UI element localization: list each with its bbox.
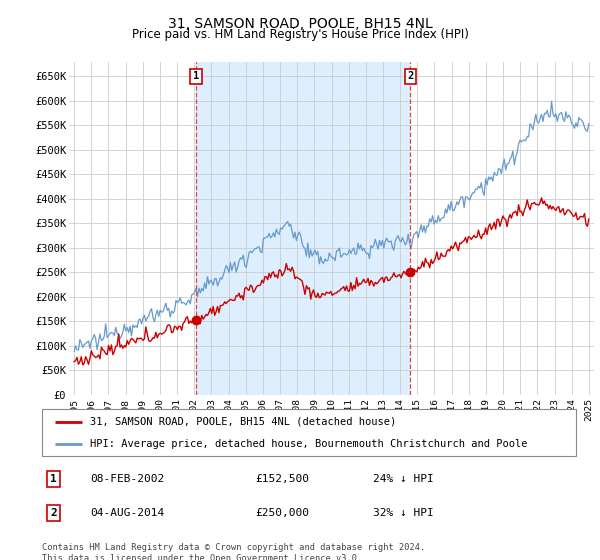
Text: 1: 1 <box>50 474 57 484</box>
Text: 08-FEB-2002: 08-FEB-2002 <box>90 474 164 484</box>
FancyBboxPatch shape <box>42 409 576 456</box>
Text: 32% ↓ HPI: 32% ↓ HPI <box>373 508 434 518</box>
Text: £250,000: £250,000 <box>256 508 310 518</box>
Text: HPI: Average price, detached house, Bournemouth Christchurch and Poole: HPI: Average price, detached house, Bour… <box>90 438 527 449</box>
Text: 31, SAMSON ROAD, POOLE, BH15 4NL (detached house): 31, SAMSON ROAD, POOLE, BH15 4NL (detach… <box>90 417 397 427</box>
Text: Contains HM Land Registry data © Crown copyright and database right 2024.
This d: Contains HM Land Registry data © Crown c… <box>42 543 425 560</box>
Text: 2: 2 <box>407 71 413 81</box>
Text: 24% ↓ HPI: 24% ↓ HPI <box>373 474 434 484</box>
Text: 2: 2 <box>50 508 57 518</box>
Text: Price paid vs. HM Land Registry's House Price Index (HPI): Price paid vs. HM Land Registry's House … <box>131 28 469 41</box>
Text: £152,500: £152,500 <box>256 474 310 484</box>
Bar <box>196 62 410 395</box>
Text: 04-AUG-2014: 04-AUG-2014 <box>90 508 164 518</box>
Text: 31, SAMSON ROAD, POOLE, BH15 4NL: 31, SAMSON ROAD, POOLE, BH15 4NL <box>167 17 433 31</box>
Text: 1: 1 <box>193 71 199 81</box>
